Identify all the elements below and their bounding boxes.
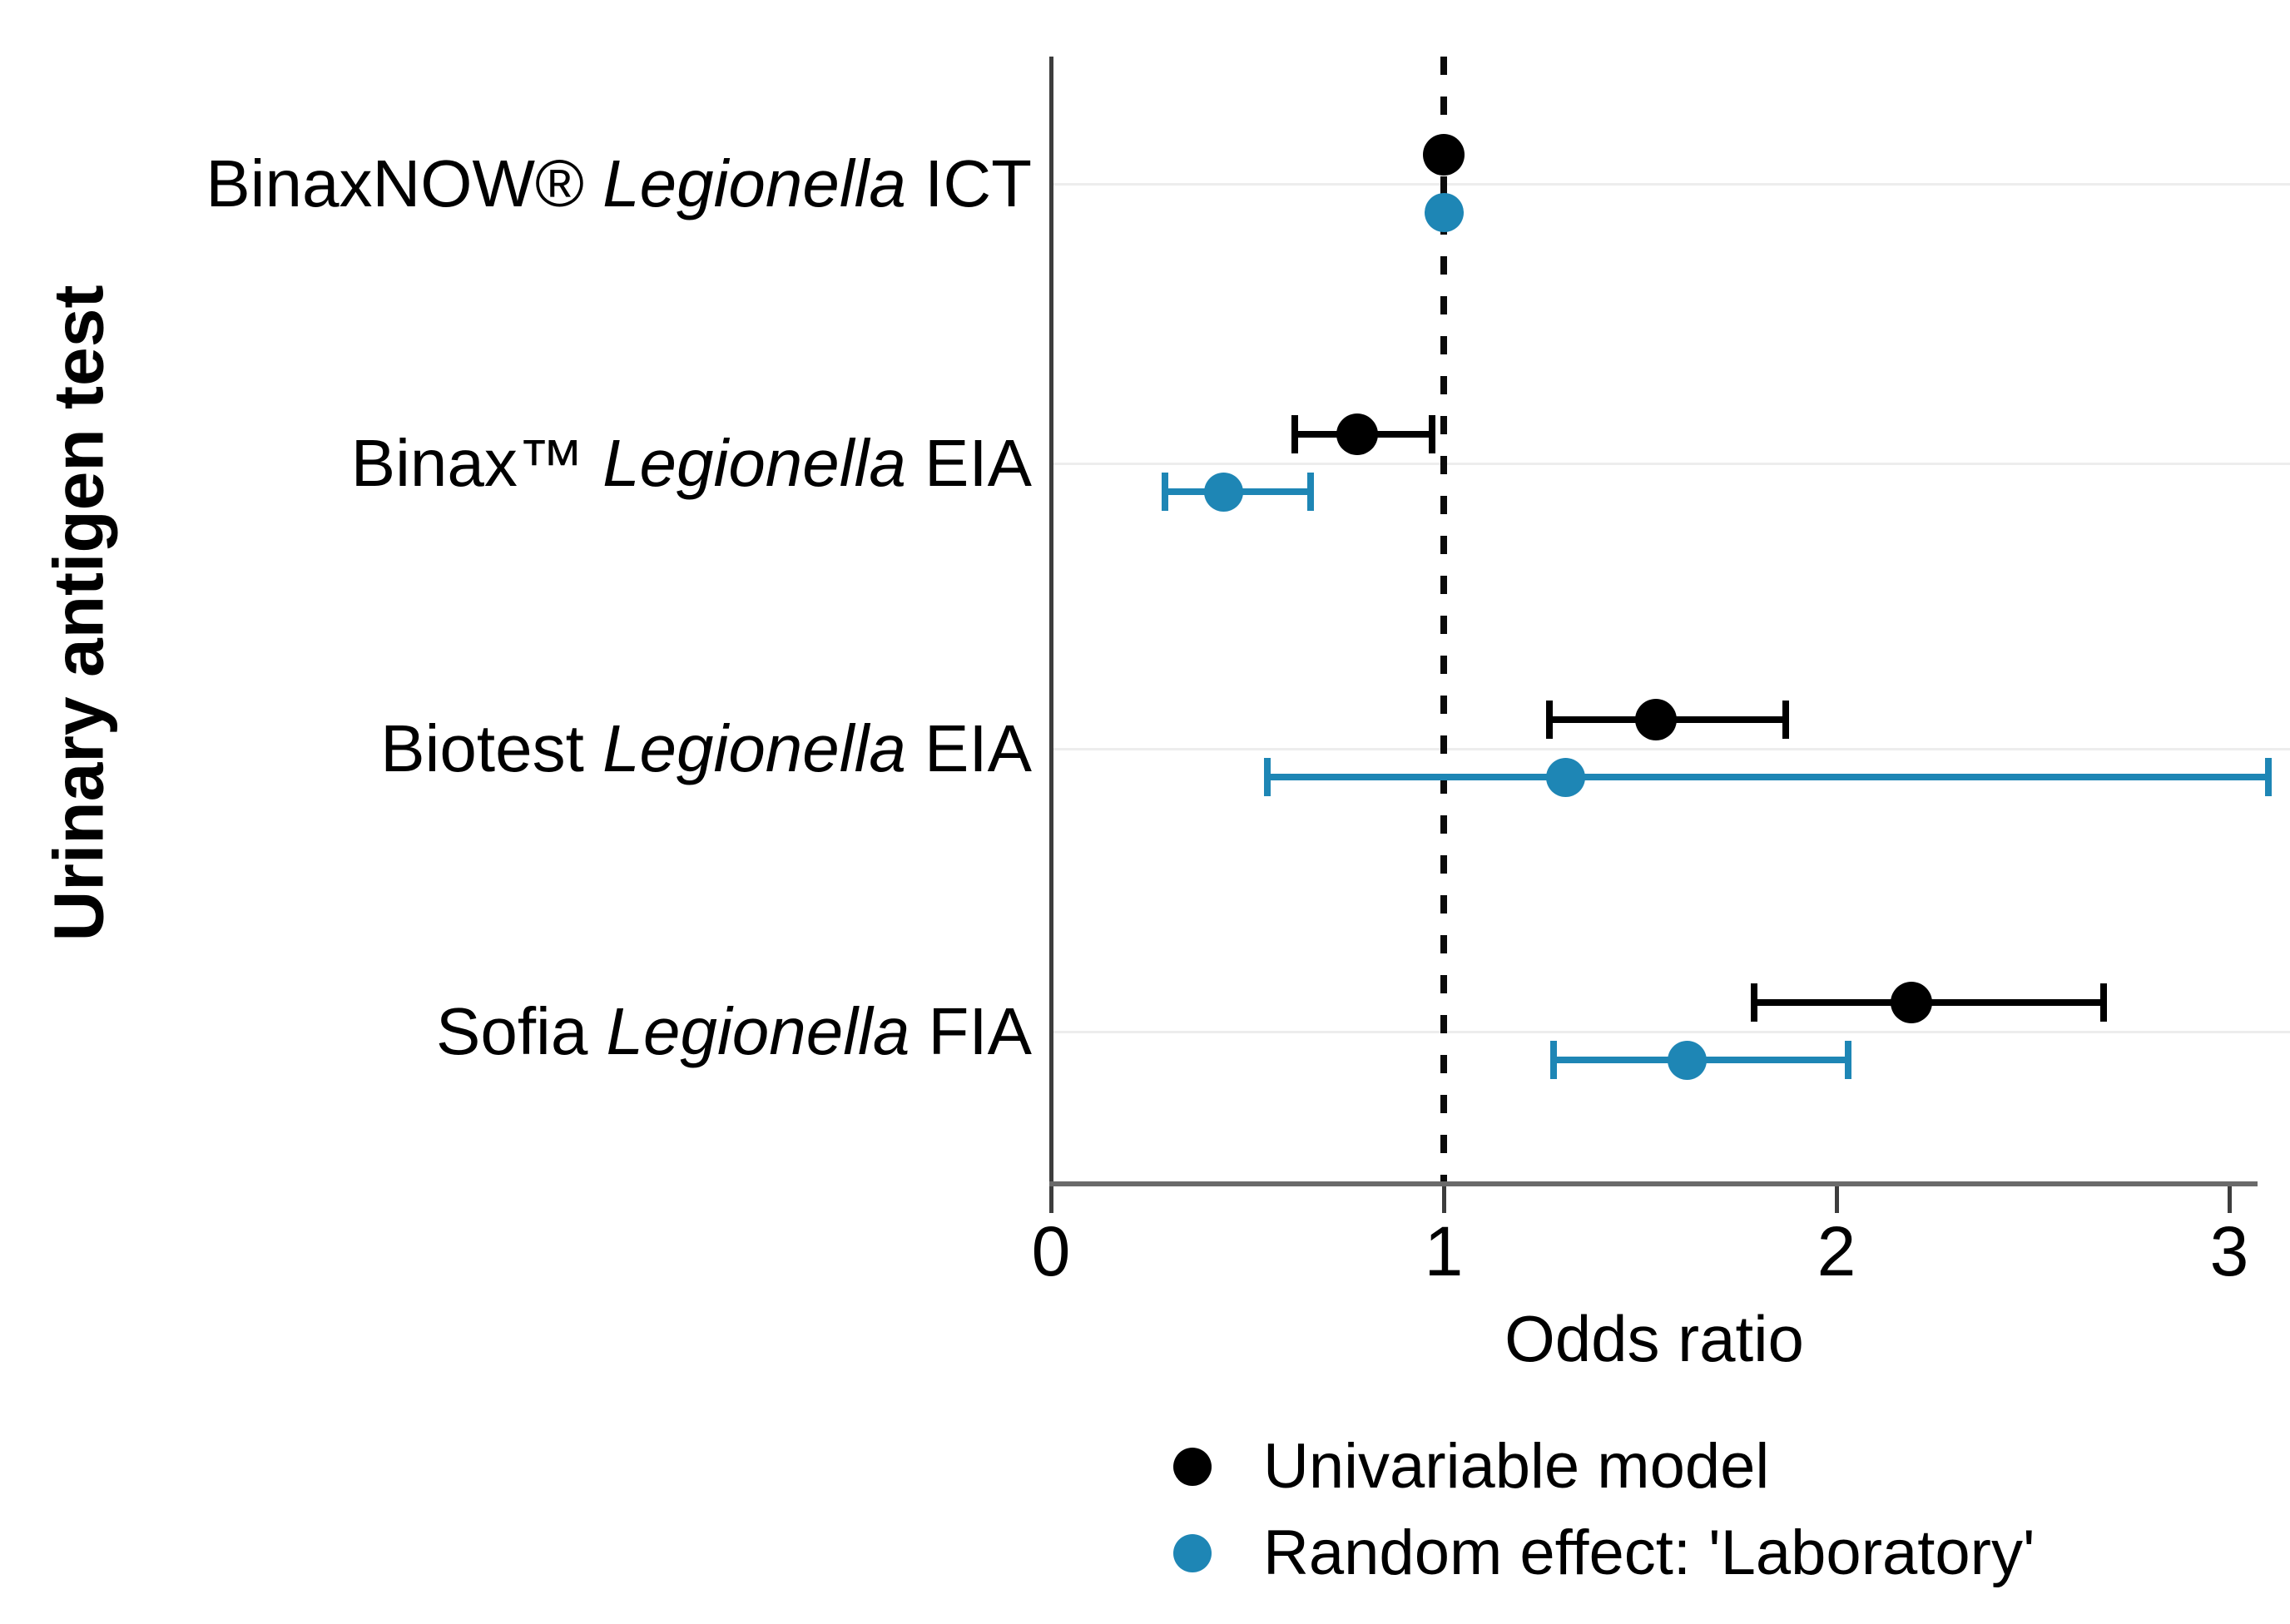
row-gridline [1052,1031,2290,1033]
category-label: Biotest Legionella EIA [0,709,1032,789]
legend-label: Random effect: 'Laboratory' [1263,1518,2035,1588]
category-label-italic-part: Legionella [602,426,906,500]
point-univariable [1336,413,1379,455]
x-tick-label: 0 [1031,1212,1071,1290]
x-axis-line [1049,1181,2258,1186]
ci-cap-low-random [1161,473,1168,511]
ci-cap-high-random [1845,1041,1852,1079]
x-tick [1834,1181,1839,1213]
x-tick-label: 2 [1817,1212,1856,1290]
reference-line [1440,57,1447,1181]
ci-cap-high-random [1306,473,1314,511]
ci-cap-high-random [2265,758,2273,796]
ci-bar-random [1266,774,2269,780]
row-gridline [1052,183,2290,186]
x-tick [1441,1181,1446,1213]
ci-cap-high-univariable [2099,983,2107,1022]
category-label: Binax™ Legionella EIA [0,423,1032,503]
category-label-part: Sofia [435,994,607,1068]
ci-cap-high-univariable [1428,415,1435,453]
category-label-italic-part: Legionella [606,994,910,1068]
category-label-part: FIA [910,994,1032,1068]
ci-cap-low-univariable [1750,983,1757,1022]
category-label-italic-part: Legionella [602,711,906,785]
category-label: Sofia Legionella FIA [0,992,1032,1072]
ci-cap-low-univariable [1291,415,1298,453]
x-tick [1048,1181,1053,1213]
row-gridline [1052,463,2290,465]
ci-cap-high-univariable [1782,701,1789,739]
point-univariable [1634,699,1677,740]
ci-cap-low-univariable [1546,701,1554,739]
category-label-part: EIA [905,711,1032,785]
category-label-part: BinaxNOW® [206,146,603,220]
point-random [1424,192,1464,232]
category-label: BinaxNOW® Legionella ICT [0,144,1032,224]
category-label-part: ICT [905,146,1032,220]
point-univariable [1423,134,1465,176]
x-tick [2227,1181,2232,1213]
legend-item: Random effect: 'Laboratory' [1173,1516,2035,1591]
legend-item: Univariable model [1173,1429,2035,1504]
x-tick-label: 3 [2209,1212,2249,1290]
point-random [1545,757,1585,797]
category-label-part: Binax™ [350,426,603,500]
category-label-italic-part: Legionella [602,146,906,220]
point-univariable [1890,982,1932,1023]
legend-marker-univariable-icon [1173,1448,1212,1486]
category-label-part: EIA [905,426,1032,500]
point-random [1204,472,1244,512]
point-random [1668,1040,1708,1080]
x-tick-label: 1 [1424,1212,1464,1290]
ci-cap-low-random [1550,1041,1558,1079]
legend-label: Univariable model [1263,1431,1770,1502]
category-label-part: Biotest [380,711,603,785]
x-axis-title: Odds ratio [1504,1302,1804,1375]
ci-cap-low-random [1263,758,1271,796]
y-axis-line [1049,57,1053,1186]
legend: Univariable model Random effect: 'Laborat… [1173,1429,2035,1591]
row-gridline [1052,748,2290,750]
legend-marker-random-icon [1173,1534,1212,1572]
